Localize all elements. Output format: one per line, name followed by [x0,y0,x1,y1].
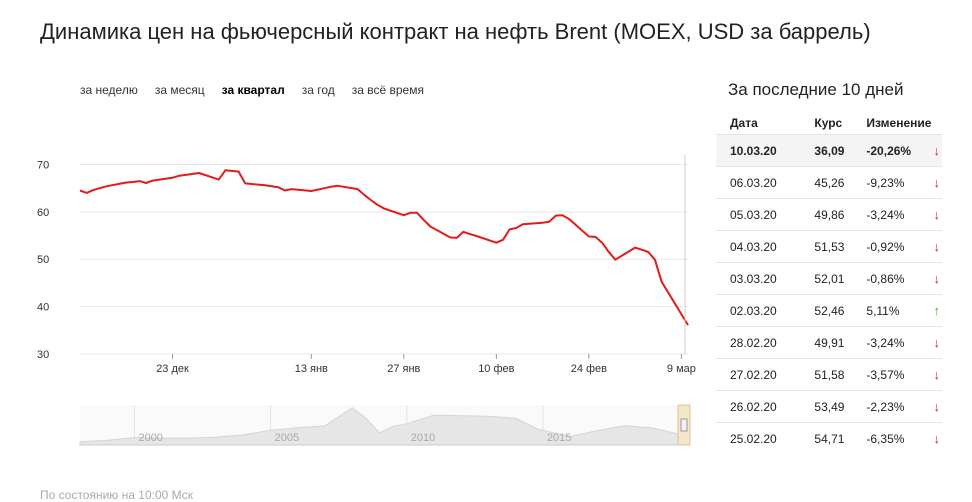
col-rate: Курс [814,116,843,130]
row-date: 27.02.20 [716,358,815,391]
col-date: Дата [730,116,758,130]
table-row: 10.03.20 36,09 -20,26% ↓ [716,134,942,167]
last-days-panel: За последние 10 дней Дата Курс Изменение… [716,78,942,454]
period-tab-3[interactable]: за год [301,83,335,97]
table-row: 02.03.20 52,46 5,11% ↑ [716,294,942,327]
row-date: 26.02.20 [716,390,815,423]
x-tick-label: 27 янв [387,363,420,375]
row-rate: 45,26 [814,166,867,199]
table-row: 27.02.20 51,58 -3,57% ↓ [716,358,942,391]
arrow-down-icon: ↓ [931,422,942,454]
arrow-down-icon: ↓ [931,262,942,295]
navigator-label: 2015 [547,432,571,444]
row-rate: 53,49 [814,390,867,423]
arrow-down-icon: ↓ [931,166,942,199]
y-tick-label: 40 [37,302,49,314]
period-tab-4[interactable]: за всё время [351,83,424,97]
row-date: 05.03.20 [716,198,815,231]
row-change: -20,26% [866,134,932,167]
x-tick-label: 10 фев [478,363,514,375]
arrow-down-icon: ↓ [931,358,942,391]
row-rate: 52,46 [814,294,867,327]
navigator-label: 2010 [411,432,435,444]
y-tick-label: 60 [37,207,49,219]
arrow-down-icon: ↓ [931,390,942,423]
row-rate: 49,86 [814,198,867,231]
arrow-up-icon: ↑ [931,294,942,327]
period-tab-0[interactable]: за неделю [80,83,138,97]
row-rate: 51,53 [814,230,867,263]
x-tick-label: 9 мар [667,363,696,375]
row-change: -6,35% [866,422,932,454]
col-arrow [931,112,942,135]
x-tick-label: 24 фев [571,363,607,375]
footer-note: По состоянию на 10:00 Мск [40,488,194,502]
period-tab-2[interactable]: за квартал [221,83,285,97]
table-row: 05.03.20 49,86 -3,24% ↓ [716,198,942,231]
row-rate: 54,71 [814,422,867,454]
navigator-label: 2005 [275,432,299,444]
x-tick-label: 13 янв [295,363,328,375]
table-row: 03.03.20 52,01 -0,86% ↓ [716,262,942,295]
range-navigator[interactable]: 2000 2005 2010 2015 [0,400,700,450]
row-date: 28.02.20 [716,326,815,359]
row-change: -3,24% [866,326,932,359]
price-chart: 30 40 50 60 70 23 дек 13 янв 27 янв 10 фев 24 фев… [37,155,696,375]
navigator-area [79,407,686,446]
table-row: 28.02.20 49,91 -3,24% ↓ [716,326,942,359]
navigator-handle[interactable] [680,418,688,432]
arrow-down-icon: ↓ [931,198,942,231]
row-rate: 51,58 [814,358,867,391]
period-tab-1[interactable]: за месяц [154,83,205,97]
row-change: -0,92% [866,230,932,263]
table-row: 25.02.20 54,71 -6,35% ↓ [716,422,942,454]
row-change: -0,86% [866,262,932,295]
row-date: 03.03.20 [716,262,815,295]
row-change: -2,23% [866,390,932,423]
y-tick-label: 30 [37,349,49,361]
row-date: 04.03.20 [716,230,815,263]
row-date: 06.03.20 [716,166,815,199]
y-tick-label: 50 [37,254,49,266]
table-row: 26.02.20 53,49 -2,23% ↓ [716,390,942,423]
arrow-down-icon: ↓ [931,230,942,263]
table-row: 06.03.20 45,26 -9,23% ↓ [716,166,942,199]
period-tabs: за неделю за месяц за квартал за год за всё … [80,83,441,97]
series-line [79,169,689,326]
row-rate: 49,91 [814,326,867,359]
row-date: 25.02.20 [716,422,815,454]
row-change: -3,57% [866,358,932,391]
arrow-down-icon: ↓ [931,326,942,359]
y-tick-label: 70 [37,159,49,171]
rates-table: Дата Курс Изменение 10.03.20 36,09 -20,26%… [716,112,942,454]
row-change: -9,23% [866,166,932,199]
row-date: 02.03.20 [716,294,815,327]
row-rate: 52,01 [814,262,867,295]
table-row: 04.03.20 51,53 -0,92% ↓ [716,230,942,263]
col-change: Изменение [866,116,932,130]
x-tick-label: 23 дек [156,363,189,375]
page-title: Динамика цен на фьючерсный контракт на н… [40,19,871,44]
row-date: 10.03.20 [716,134,815,167]
table-title: За последние 10 дней [728,80,904,99]
row-change: -3,24% [866,198,932,231]
row-change: 5,11% [866,294,932,327]
navigator-label: 2000 [138,432,162,444]
row-rate: 36,09 [814,134,867,167]
arrow-down-icon: ↓ [931,134,942,167]
